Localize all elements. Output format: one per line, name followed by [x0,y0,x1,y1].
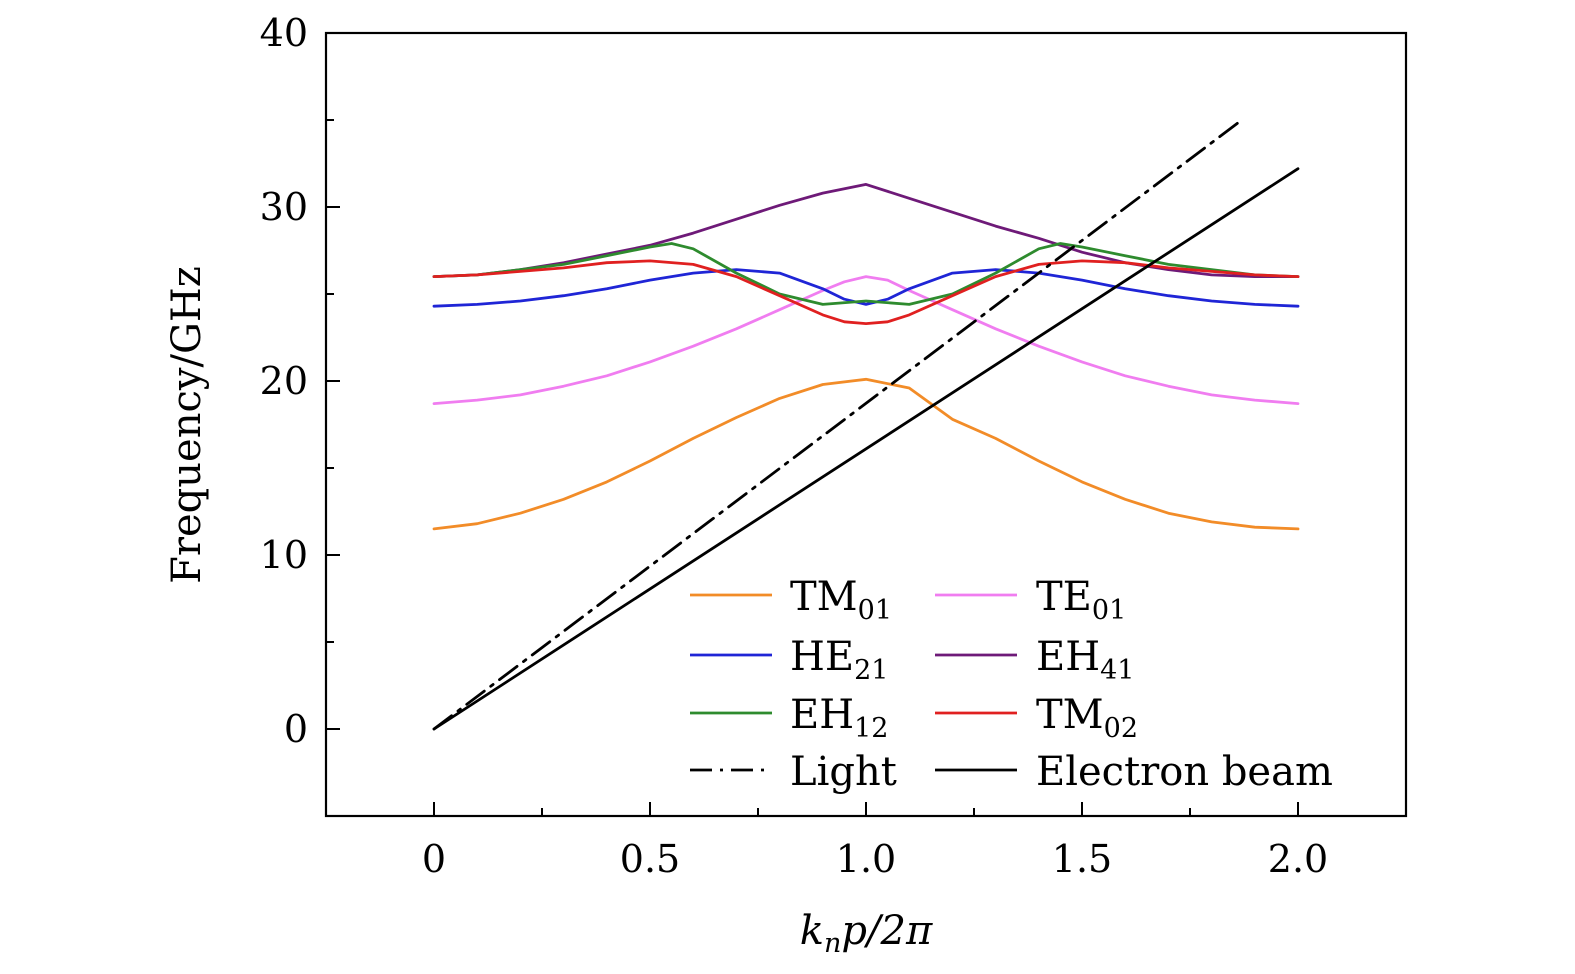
series-line-eh41 [432,183,1300,278]
x-tick-label: 0.5 [620,837,680,881]
y-axis-title: Frequency/GHz [164,266,210,584]
series-line-te01 [432,275,1300,405]
legend-label-eh41: EH41 [1036,634,1134,686]
x-tick-label: 2.0 [1268,837,1328,881]
y-tick-label: 10 [260,533,308,577]
series-layer [432,118,1300,731]
legend-label-tm01: TM01 [790,574,892,626]
series-line-eh12 [432,242,1300,306]
y-tick-label: 0 [284,707,308,751]
series-line-electron-beam [432,167,1300,731]
legend-label-te01: TE01 [1036,574,1126,626]
series-line-light [432,118,1244,731]
x-axis-title-sub: n [824,928,841,959]
legend-label-light: Light [790,749,897,795]
x-tick-label: 1.0 [836,837,896,881]
x-tick-label: 0 [422,837,446,881]
x-tick-label: 1.5 [1052,837,1112,881]
x-axis-title-k: k [800,908,824,954]
legend: TM01 TE01 HE21 EH41 EH12 TM02 Light Electron be… [690,574,1333,795]
legend-label-he21: HE21 [790,634,888,686]
y-tick-label: 30 [260,185,308,229]
series-line-tm01 [432,377,1300,531]
legend-label-electron-beam: Electron beam [1036,749,1333,795]
y-tick-label: 20 [260,359,308,403]
x-axis-title-rest: p/2π [841,908,933,954]
series-line-tm02 [432,259,1300,325]
series-line-he21 [432,268,1300,308]
axis-ticks [326,32,1299,817]
x-axis-title: knp/2π [800,908,933,959]
y-tick-label: 40 [260,11,308,55]
tick-labels: 0 0.5 1.0 1.5 2.0 0 10 20 30 40 [260,11,1329,881]
plot-frame [324,31,1408,818]
legend-label-eh12: EH12 [790,692,888,744]
legend-label-tm02: TM02 [1036,692,1138,744]
